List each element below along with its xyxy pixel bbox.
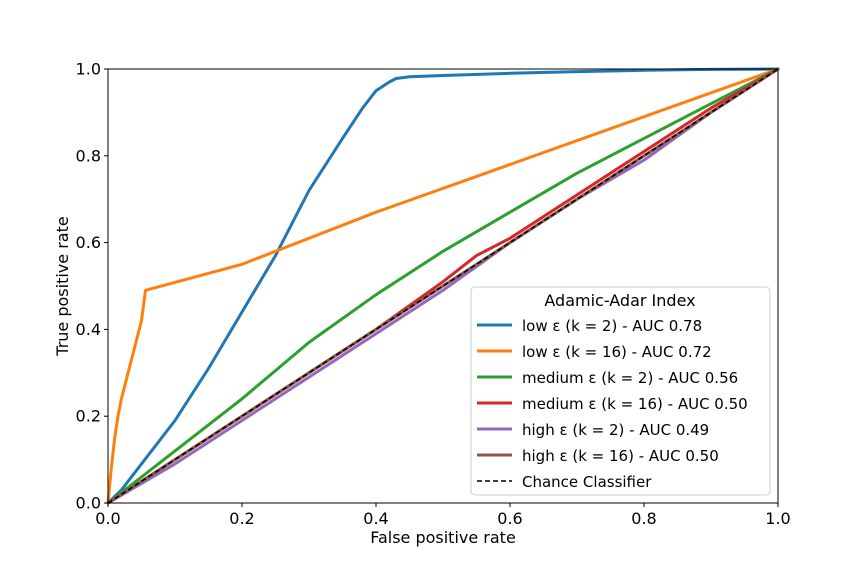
x-tick-label: 0.6 bbox=[497, 509, 522, 528]
plot-frame bbox=[107, 68, 779, 504]
legend-label: low ε (k = 16) - AUC 0.72 bbox=[522, 343, 712, 361]
y-tick-label: 0.0 bbox=[76, 494, 101, 513]
series-line-4 bbox=[106, 67, 780, 505]
legend-label: high ε (k = 2) - AUC 0.49 bbox=[522, 421, 709, 439]
y-tick-label: 0.2 bbox=[76, 407, 101, 426]
legend-label: high ε (k = 16) - AUC 0.50 bbox=[522, 447, 719, 465]
plot-lines bbox=[106, 67, 780, 505]
y-axis: 0.0 0.2 0.4 0.6 0.8 1.0 bbox=[76, 60, 108, 513]
legend-items: low ε (k = 2) - AUC 0.78 low ε (k = 16) -… bbox=[477, 317, 748, 491]
legend: Adamic-Adar Index low ε (k = 2) - AUC 0.… bbox=[470, 286, 771, 496]
x-tick-label: 0.0 bbox=[95, 509, 120, 528]
y-tick-label: 0.6 bbox=[76, 233, 101, 252]
x-tick-label: 0.2 bbox=[229, 509, 254, 528]
x-tick-label: 0.8 bbox=[631, 509, 656, 528]
legend-label: Chance Classifier bbox=[522, 473, 652, 491]
legend-box bbox=[470, 286, 771, 496]
legend-title: Adamic-Adar Index bbox=[544, 291, 695, 310]
x-tick-label: 1.0 bbox=[765, 509, 790, 528]
legend-label: medium ε (k = 16) - AUC 0.50 bbox=[522, 395, 748, 413]
series-line-1 bbox=[106, 67, 780, 505]
legend-label: low ε (k = 2) - AUC 0.78 bbox=[522, 317, 702, 335]
series-line-2 bbox=[106, 67, 780, 505]
legend-label: medium ε (k = 2) - AUC 0.56 bbox=[522, 369, 738, 387]
y-tick-label: 0.4 bbox=[76, 320, 101, 339]
y-tick-label: 1.0 bbox=[76, 60, 101, 79]
x-tick-label: 0.4 bbox=[363, 509, 388, 528]
y-axis-label: True positive rate bbox=[53, 216, 72, 356]
x-axis: 0.0 0.2 0.4 0.6 0.8 1.0 bbox=[95, 503, 791, 528]
x-axis-label: False positive rate bbox=[370, 528, 516, 547]
y-tick-label: 0.8 bbox=[76, 146, 101, 165]
series-line-0 bbox=[106, 67, 780, 505]
series-line-6 bbox=[107, 68, 779, 504]
